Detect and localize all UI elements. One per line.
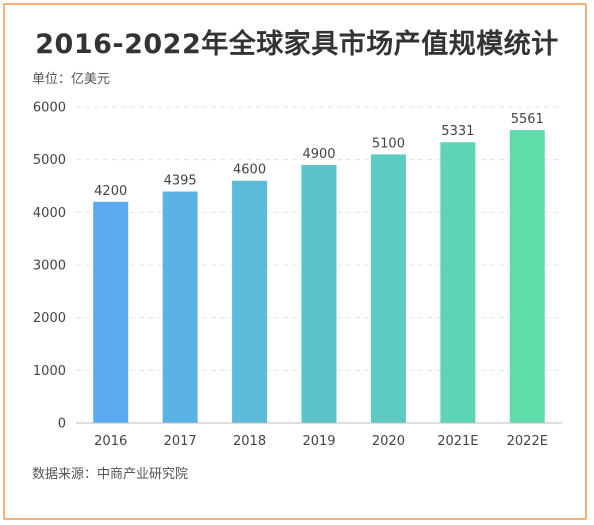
data-label: 4395 — [164, 174, 197, 189]
bar-2019 — [301, 164, 337, 423]
x-tick-label: 2017 — [164, 434, 197, 449]
x-axis-ticks: 2016 2017 2018 2019 2020 2021E 2022E — [94, 434, 548, 449]
data-labels: 4200 4395 4600 4900 5100 5331 5561 — [94, 112, 544, 199]
bar-2021E — [440, 142, 476, 423]
y-tick-label: 0 — [58, 417, 66, 432]
bar-2016 — [93, 201, 129, 423]
x-tick-label: 2016 — [94, 434, 127, 449]
data-label: 4900 — [302, 147, 335, 162]
data-label: 5100 — [372, 136, 405, 151]
data-label: 4600 — [233, 163, 266, 178]
source-label: 数据来源：中商产业研究院 — [32, 467, 189, 482]
data-label: 4200 — [94, 184, 127, 199]
bar-2020 — [370, 154, 406, 423]
y-tick-label: 4000 — [33, 206, 66, 221]
bar-2022E — [509, 130, 545, 423]
y-tick-label: 5000 — [33, 153, 66, 168]
x-tick-label: 2018 — [233, 434, 266, 449]
y-axis-ticks: 0 1000 2000 3000 4000 5000 6000 — [33, 101, 66, 432]
bar-2018 — [232, 180, 268, 423]
x-tick-label: 2021E — [437, 434, 478, 449]
data-label: 5331 — [441, 124, 474, 139]
chart-title: 2016-2022年全球家具市场产值规模统计 — [35, 29, 559, 60]
x-tick-label: 2020 — [372, 434, 405, 449]
y-tick-label: 6000 — [33, 101, 66, 116]
y-tick-label: 2000 — [33, 311, 66, 326]
x-tick-label: 2019 — [302, 434, 335, 449]
y-tick-label: 3000 — [33, 259, 66, 274]
bars — [93, 130, 545, 423]
bar-2017 — [162, 191, 198, 423]
data-label: 5561 — [511, 112, 544, 127]
unit-label: 单位：亿美元 — [32, 72, 111, 87]
y-tick-label: 1000 — [33, 364, 66, 379]
x-tick-label: 2022E — [507, 434, 548, 449]
